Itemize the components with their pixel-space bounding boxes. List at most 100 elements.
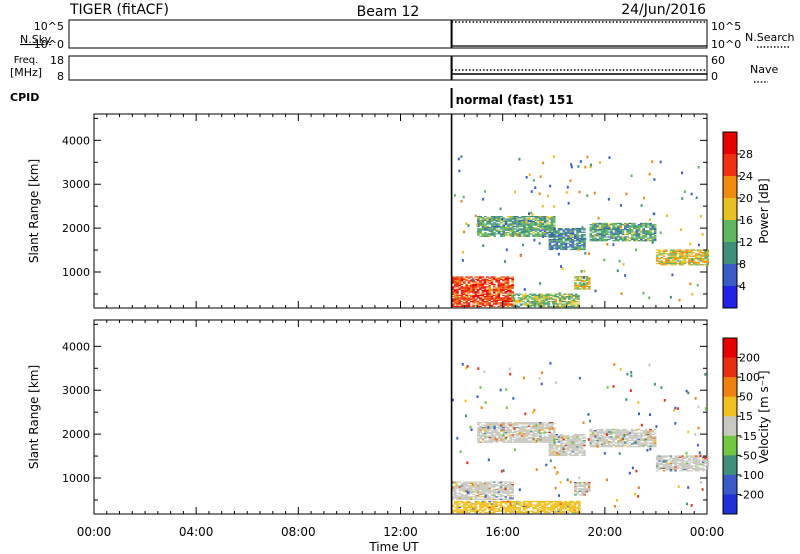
echo-pixel [516, 220, 519, 223]
echo-pixel [529, 503, 533, 505]
echo-pixel [617, 443, 620, 445]
echo-scatter [685, 389, 688, 393]
echo-pixel [524, 293, 527, 295]
echo-pixel [555, 453, 559, 455]
echo-scatter [584, 165, 587, 169]
echo-pixel [495, 500, 498, 503]
echo-pixel [497, 493, 501, 496]
echo-pixel [651, 236, 655, 238]
echo-pixel [564, 502, 567, 504]
echo-pixel [456, 498, 459, 500]
echo-scatter [580, 270, 583, 273]
velocity-ylabel: Slant Range [km] [27, 365, 41, 469]
echo-pixel [581, 287, 584, 289]
echo-pixel [525, 235, 528, 237]
echo-pixel [525, 510, 528, 512]
echo-pixel [511, 280, 514, 282]
colorbar-tick-label: 50 [739, 391, 753, 404]
echo-pixel [561, 294, 564, 297]
echo-pixel [527, 429, 531, 431]
echo-pixel [640, 222, 643, 225]
echo-pixel [481, 433, 485, 435]
echo-pixel [467, 505, 471, 507]
echo-pixel [704, 461, 707, 463]
echo-pixel [594, 238, 597, 241]
echo-pixel [453, 481, 457, 483]
echo-pixel [495, 496, 498, 498]
echo-pixel [507, 430, 510, 432]
echo-pixel [506, 488, 510, 491]
echo-pixel [569, 241, 572, 243]
echo-pixel [564, 436, 568, 438]
echo-pixel [451, 292, 455, 294]
echo-pixel [672, 253, 675, 255]
echo-pixel [551, 300, 555, 303]
echo-scatter [511, 294, 514, 298]
echo-pixel [513, 439, 517, 441]
echo-pixel [562, 454, 566, 457]
echo-pixel [628, 240, 632, 242]
echo-scatter [648, 363, 651, 367]
echo-pixel [583, 231, 586, 233]
echo-pixel [612, 237, 616, 239]
echo-pixel [603, 236, 606, 238]
echo-pixel [479, 430, 483, 432]
echo-pixel [591, 238, 595, 241]
echo-pixel [481, 504, 485, 506]
echo-pixel [690, 261, 693, 263]
echo-pixel [573, 445, 577, 447]
echo-pixel [560, 242, 563, 244]
echo-pixel [635, 233, 639, 236]
echo-pixel [646, 437, 650, 439]
echo-pixel [694, 462, 698, 465]
echo-pixel [589, 438, 593, 440]
echo-pixel [621, 228, 625, 231]
echo-pixel [571, 230, 575, 232]
echo-scatter [499, 207, 502, 211]
echo-pixel [497, 291, 501, 293]
echo-scatter [637, 486, 640, 489]
echo-pixel [614, 436, 618, 438]
echo-pixel [495, 492, 498, 494]
echo-pixel [619, 236, 622, 238]
echo-pixel [497, 437, 501, 440]
echo-pixel [467, 492, 471, 494]
echo-pixel [467, 285, 471, 287]
echo-pixel [591, 434, 595, 437]
echo-pixel [571, 443, 575, 446]
echo-pixel [630, 428, 634, 431]
echo-pixel [506, 508, 510, 510]
echo-pixel [476, 488, 480, 491]
echo-pixel [469, 300, 473, 303]
echo-pixel [651, 442, 655, 444]
echo-pixel [484, 228, 487, 230]
echo-pixel [477, 429, 480, 431]
echo-pixel [578, 500, 581, 503]
echo-pixel [649, 437, 652, 439]
echo-pixel [460, 280, 464, 282]
echo-pixel [591, 228, 595, 231]
echo-pixel [704, 264, 707, 266]
echo-pixel [506, 504, 510, 506]
echo-pixel [526, 298, 530, 300]
echo-pixel [538, 503, 542, 505]
echo-pixel [465, 283, 468, 286]
echo-pixel [562, 447, 566, 449]
echo-pixel [556, 304, 560, 306]
echo-pixel [481, 280, 485, 282]
echo-pixel [697, 462, 700, 465]
echo-scatter [622, 262, 625, 266]
echo-pixel [474, 287, 478, 289]
echo-pixel [543, 500, 547, 503]
echo-scatter [637, 495, 640, 498]
echo-pixel [525, 234, 528, 236]
velocity-panel [93, 319, 708, 515]
echo-pixel [507, 423, 510, 425]
echo-pixel [642, 227, 645, 229]
echo-pixel [523, 220, 526, 223]
echo-scatter [669, 295, 672, 299]
echo-pixel [619, 444, 622, 447]
echo-pixel [548, 242, 552, 244]
echo-pixel [564, 239, 568, 241]
echo-pixel [467, 281, 471, 283]
